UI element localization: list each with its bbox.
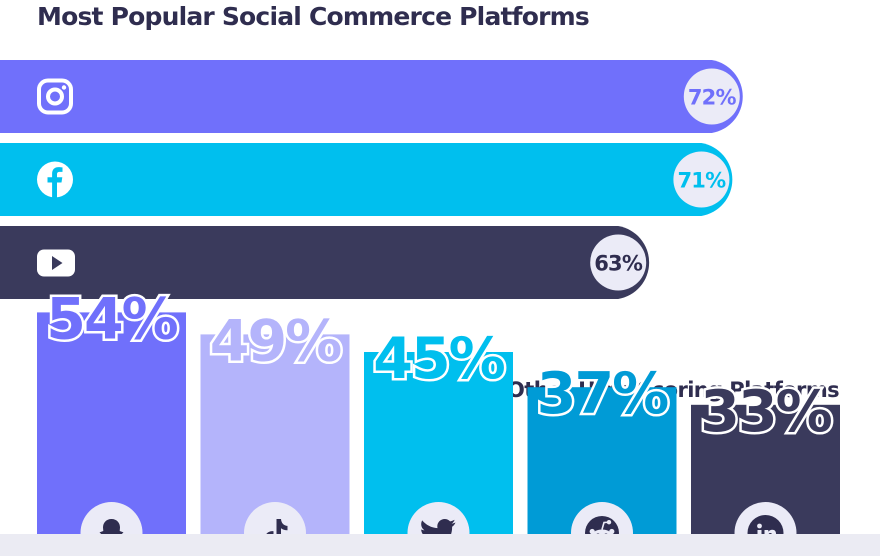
value-badge-facebook xyxy=(673,151,730,208)
bar-youtube xyxy=(0,226,650,299)
value-label-youtube: 63% xyxy=(594,252,643,276)
bar-group-youtube: 63% xyxy=(0,226,650,299)
value-label-linkedin: 33% xyxy=(700,379,831,445)
tiktok-icon xyxy=(264,519,288,547)
bar-group-instagram: 72% xyxy=(0,60,743,133)
bar-facebook xyxy=(0,143,733,216)
bar-group-facebook: 71% xyxy=(0,143,733,216)
bar-group-reddit: 37% xyxy=(527,359,677,556)
value-label-instagram: 72% xyxy=(688,86,737,110)
chart-title: Most Popular Social Commerce Platforms xyxy=(37,2,590,31)
bar-group-twitter: 45% xyxy=(364,324,513,556)
bar-group-linkedin: 33% xyxy=(691,376,840,556)
value-label-tiktok: 49% xyxy=(210,308,341,374)
bar-instagram xyxy=(0,60,743,133)
facebook-icon xyxy=(37,161,73,198)
bar-group-snapchat: 54% xyxy=(37,284,186,556)
footer-strip xyxy=(0,534,880,556)
youtube-icon xyxy=(37,249,75,277)
main-bar-chart: 72% 71% 63% xyxy=(0,60,743,299)
value-label-reddit: 37% xyxy=(537,361,668,427)
bar-group-tiktok: 49% xyxy=(200,306,350,556)
instagram-icon xyxy=(37,78,73,115)
value-label-snapchat: 54% xyxy=(46,286,177,352)
value-badge-youtube xyxy=(590,234,647,291)
value-label-twitter: 45% xyxy=(373,326,504,392)
value-badge-instagram xyxy=(683,68,740,125)
value-label-facebook: 71% xyxy=(677,169,726,193)
